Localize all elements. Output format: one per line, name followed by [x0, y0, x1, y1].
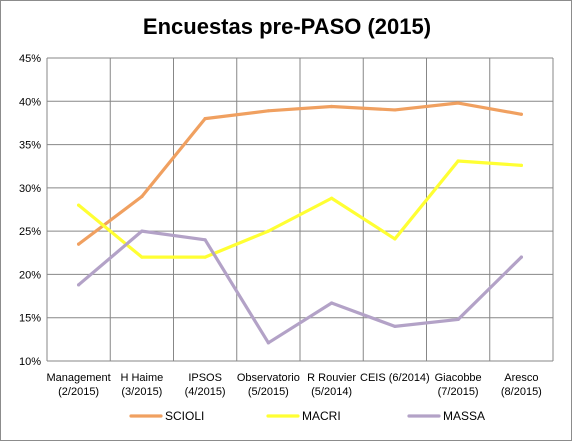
y-tick-label: 25%	[19, 226, 41, 238]
data-point-massa	[393, 324, 397, 328]
data-point-scioli	[519, 112, 523, 116]
data-point-scioli	[330, 104, 334, 109]
series-group	[77, 101, 523, 345]
series-line-massa	[77, 229, 523, 345]
data-point-macri	[330, 196, 334, 200]
x-tick-label: Management (2/2015)	[47, 372, 111, 398]
series-line-scioli	[77, 101, 523, 246]
series-line-macri	[77, 159, 523, 259]
data-point-scioli	[393, 108, 397, 112]
x-axis: Management (2/2015) H Haime (3/2015) IPSOS (4…	[47, 372, 542, 398]
legend-label-macri: MACRI	[302, 409, 341, 423]
data-point-massa	[456, 317, 460, 322]
data-point-macri	[77, 203, 81, 207]
chart-title: Encuestas pre-PASO (2015)	[143, 14, 431, 39]
data-point-macri	[519, 163, 523, 167]
data-point-macri	[266, 229, 270, 233]
y-tick-label: 35%	[19, 140, 41, 152]
data-point-scioli	[77, 242, 81, 246]
data-point-massa	[140, 229, 144, 233]
data-point-macri	[456, 159, 460, 163]
y-tick-label: 40%	[19, 96, 41, 108]
grid	[46, 57, 554, 362]
y-tick-label: 10%	[19, 356, 41, 368]
data-point-scioli	[266, 109, 270, 113]
legend-label-scioli: SCIOLI	[165, 409, 204, 423]
y-tick-label: 15%	[19, 313, 41, 325]
legend-label-massa: MASSA	[443, 409, 485, 423]
x-tick-label: CEIS (6/2014)	[360, 372, 430, 384]
data-point-massa	[519, 255, 523, 259]
legend: SCIOLI MACRI MASSA	[129, 409, 485, 423]
y-axis: 10% 15% 20% 25% 30% 35% 40% 45%	[19, 53, 41, 368]
x-tick-label: H Haime (3/2015)	[120, 372, 163, 398]
data-point-scioli	[456, 101, 460, 105]
x-tick-label: R Rouvier (5/2014)	[307, 372, 356, 398]
y-tick-label: 45%	[19, 53, 41, 65]
data-point-macri	[203, 255, 207, 259]
y-tick-label: 30%	[19, 183, 41, 195]
data-point-scioli	[203, 117, 207, 121]
x-tick-label: IPSOS (4/2015)	[185, 372, 226, 398]
data-point-macri	[393, 237, 397, 241]
data-point-massa	[203, 238, 207, 242]
data-point-scioli	[140, 194, 144, 199]
x-tick-label: Aresco (8/2015)	[501, 372, 542, 398]
data-point-massa	[266, 341, 270, 345]
y-tick-label: 20%	[19, 269, 41, 281]
x-tick-label: Observatorio (5/2015)	[237, 372, 300, 398]
x-tick-label: Giacobbe (7/2015)	[435, 372, 482, 398]
data-point-massa	[77, 283, 81, 287]
data-point-macri	[140, 255, 144, 259]
data-point-massa	[330, 301, 334, 305]
